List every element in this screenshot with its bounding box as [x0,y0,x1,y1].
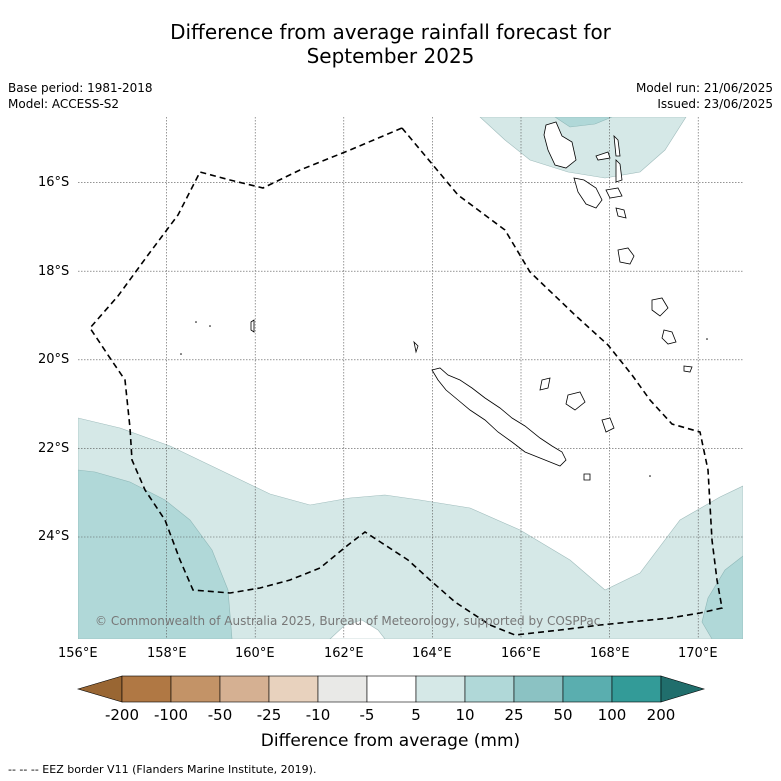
colorbar-swatch [415,675,466,703]
colorbar-tick-label: -100 [153,706,189,724]
lat-label: 20°S [38,352,70,367]
colorbar-tick-label: 100 [597,706,627,724]
island-loyalty-2 [565,391,586,411]
lon-label: 166°E [501,646,541,661]
colorbar-tick-label: -5 [359,706,375,724]
lat-label: 18°S [38,264,70,279]
eez-legend-note: -- -- -- EEZ border V11 (Flanders Marine… [8,763,317,776]
rain-zone-mid-southwest [78,469,233,639]
islet-matthew [706,338,708,340]
colorbar-extend-high [660,675,706,703]
colorbar-tick-label: 5 [411,706,421,724]
model-run: Model run: 21/06/2025 [635,81,773,95]
island-loyalty-3 [601,417,615,433]
islet-reef-1 [195,321,197,323]
island-vanuatu-ambae [595,151,611,161]
colorbar-tick-label: -200 [104,706,140,724]
colorbar [76,675,706,703]
colorbar-swatch [366,675,417,703]
island-vanuatu-ambrym [605,187,623,199]
island-vanuatu-tanna [661,329,677,345]
meta-right: Model run: 21/06/2025 Issued: 23/06/2025 [636,80,773,112]
island-vanuatu-espiritu [543,121,577,169]
colorbar-tick-label: 50 [553,706,573,724]
island-vanuatu-epi [615,207,627,219]
colorbar-title: Difference from average (mm) [260,731,521,751]
island-isle-of-pines [583,473,591,481]
island-vanuatu-malekula [573,177,603,209]
island-vanuatu-pentecost [615,159,623,183]
colorbar-swatch [562,675,613,703]
island-loyalty-1 [539,377,551,391]
rain-zone-light-northeast [479,117,687,179]
graticule [78,117,743,639]
colorbar-swatch [611,675,662,703]
lon-label: 164°E [412,646,452,661]
colorbar-tick-label: -25 [256,706,282,724]
colorbar-swatch [464,675,515,703]
colorbar-swatch [268,675,319,703]
islet-reef-2 [209,325,211,327]
colorbar-tick-label: -10 [305,706,331,724]
islet-walpole [649,475,651,477]
lon-label: 162°E [324,646,364,661]
base-period: Base period: 1981-2018 [8,81,153,95]
lon-label: 160°E [235,646,275,661]
colorbar-swatch [121,675,172,703]
island-new-caledonia [431,367,567,467]
colorbar-extend-low [76,675,123,703]
issued-date: Issued: 23/06/2025 [657,97,773,111]
lon-label: 168°E [590,646,630,661]
rain-zone-mid-southeast [701,555,743,639]
island-vanuatu-efate [617,247,635,265]
map-title-line2: September 2025 [306,44,475,68]
map-title-line1: Difference from average rainfall forecas… [170,20,611,44]
meta-left: Base period: 1981-2018 Model: ACCESS-S2 [8,80,153,112]
lon-label: 156°E [58,646,98,661]
colorbar-tick-label: 200 [646,706,676,724]
rain-zone-mid-northeast [554,117,613,128]
colorbar-swatch [317,675,368,703]
colorbar-tick-label: 10 [455,706,475,724]
lon-label: 158°E [147,646,187,661]
lat-label: 16°S [38,175,70,190]
lat-label: 22°S [38,441,70,456]
map-title: Difference from average rainfall forecas… [0,20,781,68]
colorbar-swatch [513,675,564,703]
lat-label: 24°S [38,529,70,544]
island-vanuatu-aneityum [683,365,693,373]
lon-label: 170°E [678,646,718,661]
eez-border [88,127,723,636]
colorbar-swatch [170,675,221,703]
colorbar-tick-label: 25 [504,706,524,724]
colorbar-swatch [219,675,270,703]
rain-zone-light-south [78,417,743,639]
island-vanuatu-maewo [613,134,621,157]
copyright-notice: © Commonwealth of Australia 2025, Bureau… [95,614,601,628]
colorbar-tick-label: -50 [207,706,233,724]
islet-reef-3 [180,353,182,355]
island-chesterfield [250,319,255,333]
island-vanuatu-erromango [651,297,669,317]
island-belep [413,340,419,354]
model-name: Model: ACCESS-S2 [8,97,120,111]
